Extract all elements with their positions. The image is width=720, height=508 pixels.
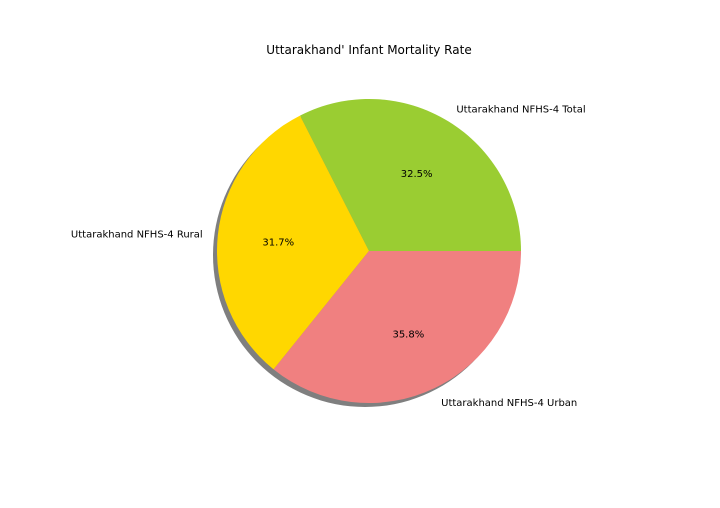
pie-slice-uttarakhand-nfhs-4-total <box>299 99 521 251</box>
chart-title: Uttarakhand' Infant Mortality Rate <box>266 43 471 57</box>
pie-slices <box>216 99 521 403</box>
pie-labels: Uttarakhand NFHS-4 Total 32.5% Uttarakhand… <box>71 104 586 408</box>
slice-label: Uttarakhand NFHS-4 Rural <box>71 230 203 241</box>
slice-percent-label: 35.8% <box>392 329 424 340</box>
pie-slice-uttarakhand-nfhs-4-rural <box>216 115 369 370</box>
slice-percent-label: 31.7% <box>262 238 294 249</box>
slice-label: Uttarakhand NFHS-4 Urban <box>441 398 577 409</box>
slice-percent-label: 32.5% <box>401 169 433 180</box>
slice-label: Uttarakhand NFHS-4 Total <box>456 104 585 115</box>
pie-slice-uttarakhand-nfhs-4-urban <box>273 251 521 403</box>
